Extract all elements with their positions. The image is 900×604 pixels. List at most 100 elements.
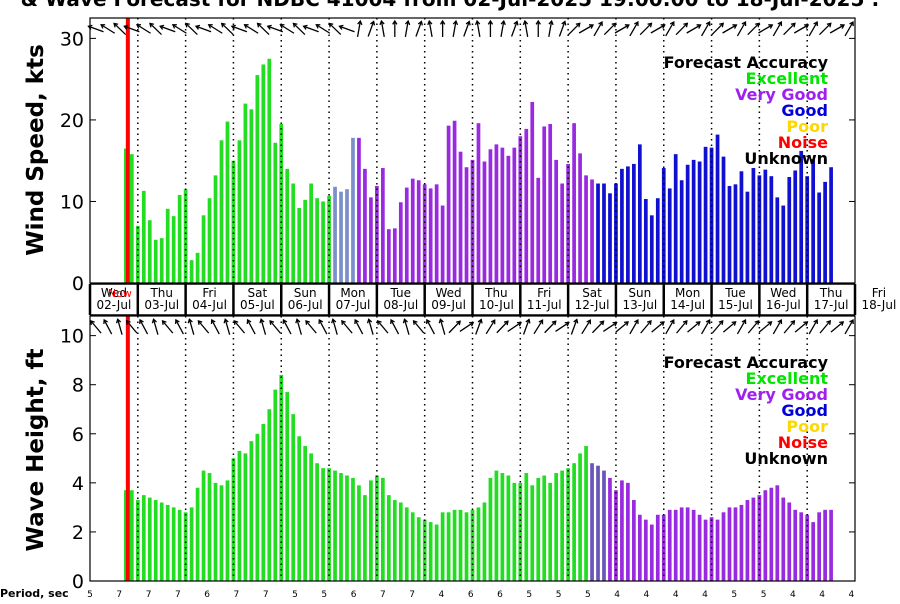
wave-bar [141,495,146,581]
wind-bar [255,75,260,283]
wave-direction-arrow-icon [555,321,570,333]
wave-bar [386,495,391,581]
wave-bar [315,463,319,581]
legend-item: Good [781,401,828,420]
wind-bar [237,140,242,283]
wave-bar [775,485,780,581]
wind-direction-arrow-icon [736,21,747,37]
wave-bar [291,414,296,581]
wave-bar [333,470,337,581]
wave-direction-arrow-icon [448,320,461,334]
legend-item: Very Good [735,385,828,404]
wind-direction-arrow-icon [629,21,639,37]
day-label-row: Wed02-JulThu03-JulFri04-JulSat05-JulSun0… [88,283,896,316]
wave-bar [189,507,194,581]
wind-bar [333,186,337,283]
date-label: 08-Jul [383,298,418,312]
wave-bar [153,500,158,581]
legend-title: Forecast Accuracy [664,53,829,72]
wave-bar [416,517,421,581]
wave-direction-arrow-icon [366,318,374,335]
period-value: 7 [380,590,386,600]
wind-direction-arrow-icon [184,22,198,36]
wave-bar [213,482,218,581]
wind-bar [141,190,146,283]
wave-bar [733,507,738,581]
day-of-week-label: Sun [628,286,651,300]
day-of-week-label: Sun [294,286,317,300]
wave-direction-arrow-icon [581,319,591,335]
wave-bar [398,502,403,581]
wave-bar [787,502,792,581]
legend-item: Good [781,101,828,120]
period-value: 6 [468,590,474,600]
wind-direction-arrow-icon [793,24,810,34]
wave-direction-arrow-icon [722,321,737,333]
wave-direction-arrow-icon [233,319,246,334]
wind-bar [207,198,212,283]
wave-direction-arrow-icon [602,321,618,333]
wave-bar [530,485,535,581]
day-of-week-label: Mon [675,286,700,300]
wind-bar [440,205,445,283]
wind-direction-arrow-icon [474,19,481,37]
wind-bar [476,123,481,284]
wind-bar [482,161,487,283]
wave-bar [129,490,134,581]
wind-direction-arrow-icon [711,22,725,36]
wind-bar [369,197,373,283]
wave-direction-arrow-icon [376,319,389,334]
wave-bar [440,512,445,581]
wind-bar [375,185,379,283]
day-of-week-label: Fri [872,286,886,300]
wind-bar [733,184,738,283]
chart-title: & Wave Forecast for NDBC 41004 from 02-J… [21,0,880,11]
wind-bar [608,193,612,283]
wind-bar [632,163,636,283]
wind-direction-arrow-icon [243,24,259,34]
wave-direction-arrow-icon [772,319,783,335]
wave-bar [727,507,732,581]
date-label: 05-Jul [240,298,275,312]
wave-bar [500,473,505,581]
wave-direction-arrow-icon [412,319,425,334]
wind-bar [494,144,499,283]
wave-direction-arrow-icon [651,321,665,333]
legend-title: Forecast Accuracy [664,353,829,372]
wind-bar [153,239,158,283]
wind-direction-arrow-icon [603,22,617,36]
period-value: 4 [702,590,708,600]
wind-bar [554,159,559,283]
wind-direction-arrow-icon [135,24,151,34]
date-label: 03-Jul [144,298,179,312]
wind-direction-arrow-icon [230,24,248,33]
wind-bar [219,140,224,283]
wind-direction-arrow-icon [639,22,653,36]
wave-bar [524,473,529,581]
y-tick-label: 0 [72,273,84,295]
wind-bar [392,228,397,283]
wind-bar [596,183,600,283]
period-value: 7 [263,590,269,600]
wind-bar [404,187,409,283]
date-label: 02-Jul [97,298,132,312]
wind-direction-arrow-icon [379,19,385,37]
wind-bar [500,147,505,283]
wave-height-panel: 0 2 4 6 8 10 [60,315,856,593]
wave-bar [542,475,547,581]
wave-bar [554,473,559,581]
wave-direction-arrow-icon [819,319,832,334]
date-label: 17-Jul [814,298,849,312]
period-value: 6 [204,590,210,600]
wind-bar [524,128,529,283]
wind-bar [225,121,230,283]
wave-bar [745,500,750,581]
wind-bar [751,168,756,283]
wind-bar [201,215,206,283]
wave-bar [632,500,636,581]
wave-bar [691,509,696,581]
wind-bar [464,167,469,283]
wave-direction-arrow-icon [485,319,496,335]
wave-direction-arrow-icon [687,321,701,333]
wave-bar [673,509,678,581]
